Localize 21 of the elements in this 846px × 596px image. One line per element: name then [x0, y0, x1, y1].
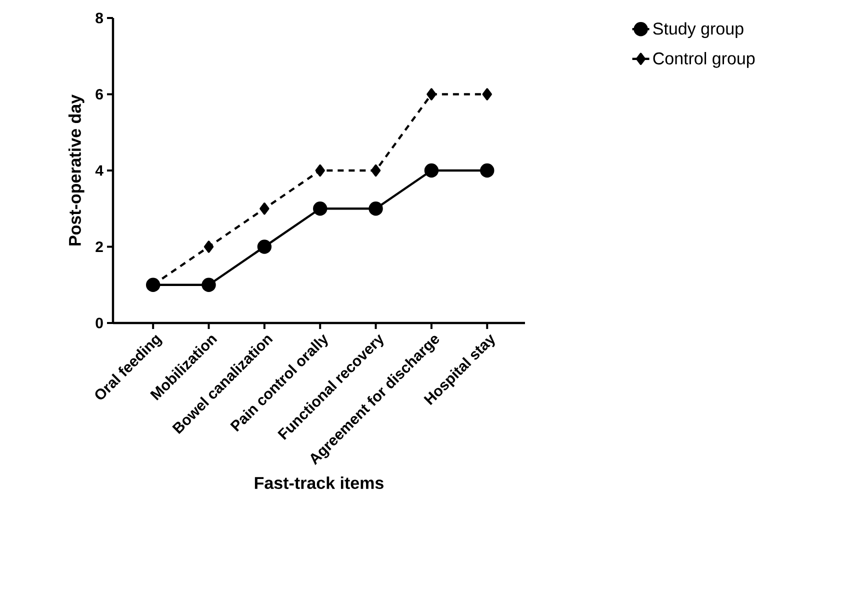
point: [480, 163, 494, 178]
point: [204, 240, 214, 253]
y-tick-label: 2: [96, 242, 103, 252]
legend-label: Study group: [653, 22, 744, 38]
point: [257, 240, 272, 254]
point: [202, 278, 216, 292]
legend-label: Control group: [653, 52, 755, 68]
y-axis-title: Post-operative day: [68, 94, 84, 246]
point: [426, 88, 436, 100]
point: [370, 164, 381, 177]
point: [315, 164, 325, 177]
point: [424, 163, 439, 178]
point: [313, 202, 328, 216]
y-tick-label: 8: [96, 12, 104, 24]
point: [368, 202, 383, 216]
x-axis-title: Fast-track items: [254, 476, 384, 490]
y-tick-label: 0: [96, 318, 103, 328]
point: [260, 202, 270, 215]
point: [482, 88, 492, 100]
y-tick-label: 6: [96, 88, 103, 100]
y-tick-label: 4: [95, 165, 104, 176]
